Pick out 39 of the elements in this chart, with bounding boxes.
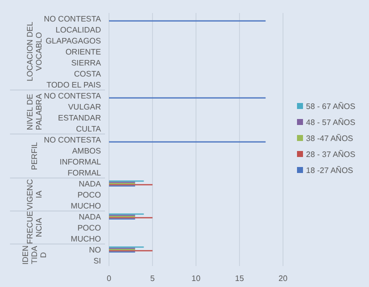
y-tick-label: NO [89,246,101,254]
y-tick-label: INFORMAL [60,158,102,166]
legend-label: 38 -47 AÑOS [306,133,354,143]
legend-label: 48 - 57 AÑOS [306,117,356,127]
y-tick-label: LOCALIDAD [56,26,102,34]
y-tick-label: CULTA [76,124,102,134]
y-tick-label: COSTA [74,70,102,78]
y-tick-label: VULGAR [68,102,102,112]
y-tick-label: NADA [78,180,102,188]
y-tick-label: NO CONTESTA [44,136,102,144]
legend-label: 18 -27 AÑOS [306,165,354,175]
y-tick-label: POCO [77,190,101,200]
y-tick-label: TODO EL PAIS [46,80,101,90]
x-tick-label: 20 [278,274,288,283]
legend-label: 58 - 67 AÑOS [306,101,356,111]
y-tick-label: MUCHO [70,234,101,244]
text: LOCACION DEL VOCABLO [26,21,44,82]
x-tick-label: 0 [106,274,112,283]
text: FRECUENCIA [26,211,44,244]
y-tick-label: FORMAL [68,168,102,178]
y-tick-label: AMBOS [72,146,101,156]
y-tick-label: MUCHO [70,202,101,210]
y-tick-label: ESTANDAR [58,114,102,122]
text: VIGENCIA [26,178,44,210]
text: NIVEL DE PALABRA [26,93,44,130]
x-tick-label: 10 [192,274,201,283]
y-tick-label: SI [93,256,101,266]
y-tick-label: NO CONTESTA [44,92,102,100]
y-tick-label: ORIENTE [65,48,101,56]
text: IDENTIDAD [21,245,48,265]
y-tick-label: POCO [77,224,101,232]
y-tick-label: NO CONTESTA [44,14,102,24]
y-tick-label: GLAPAGAGOS [46,36,101,46]
legend-label: 28 - 37 AÑOS [306,149,356,159]
y-tick-label: SIERRA [71,58,102,68]
text: PERFIL [30,141,39,170]
y-tick-label: NADA [78,212,102,222]
x-tick-label: 15 [235,274,244,283]
x-tick-label: 5 [150,274,156,283]
